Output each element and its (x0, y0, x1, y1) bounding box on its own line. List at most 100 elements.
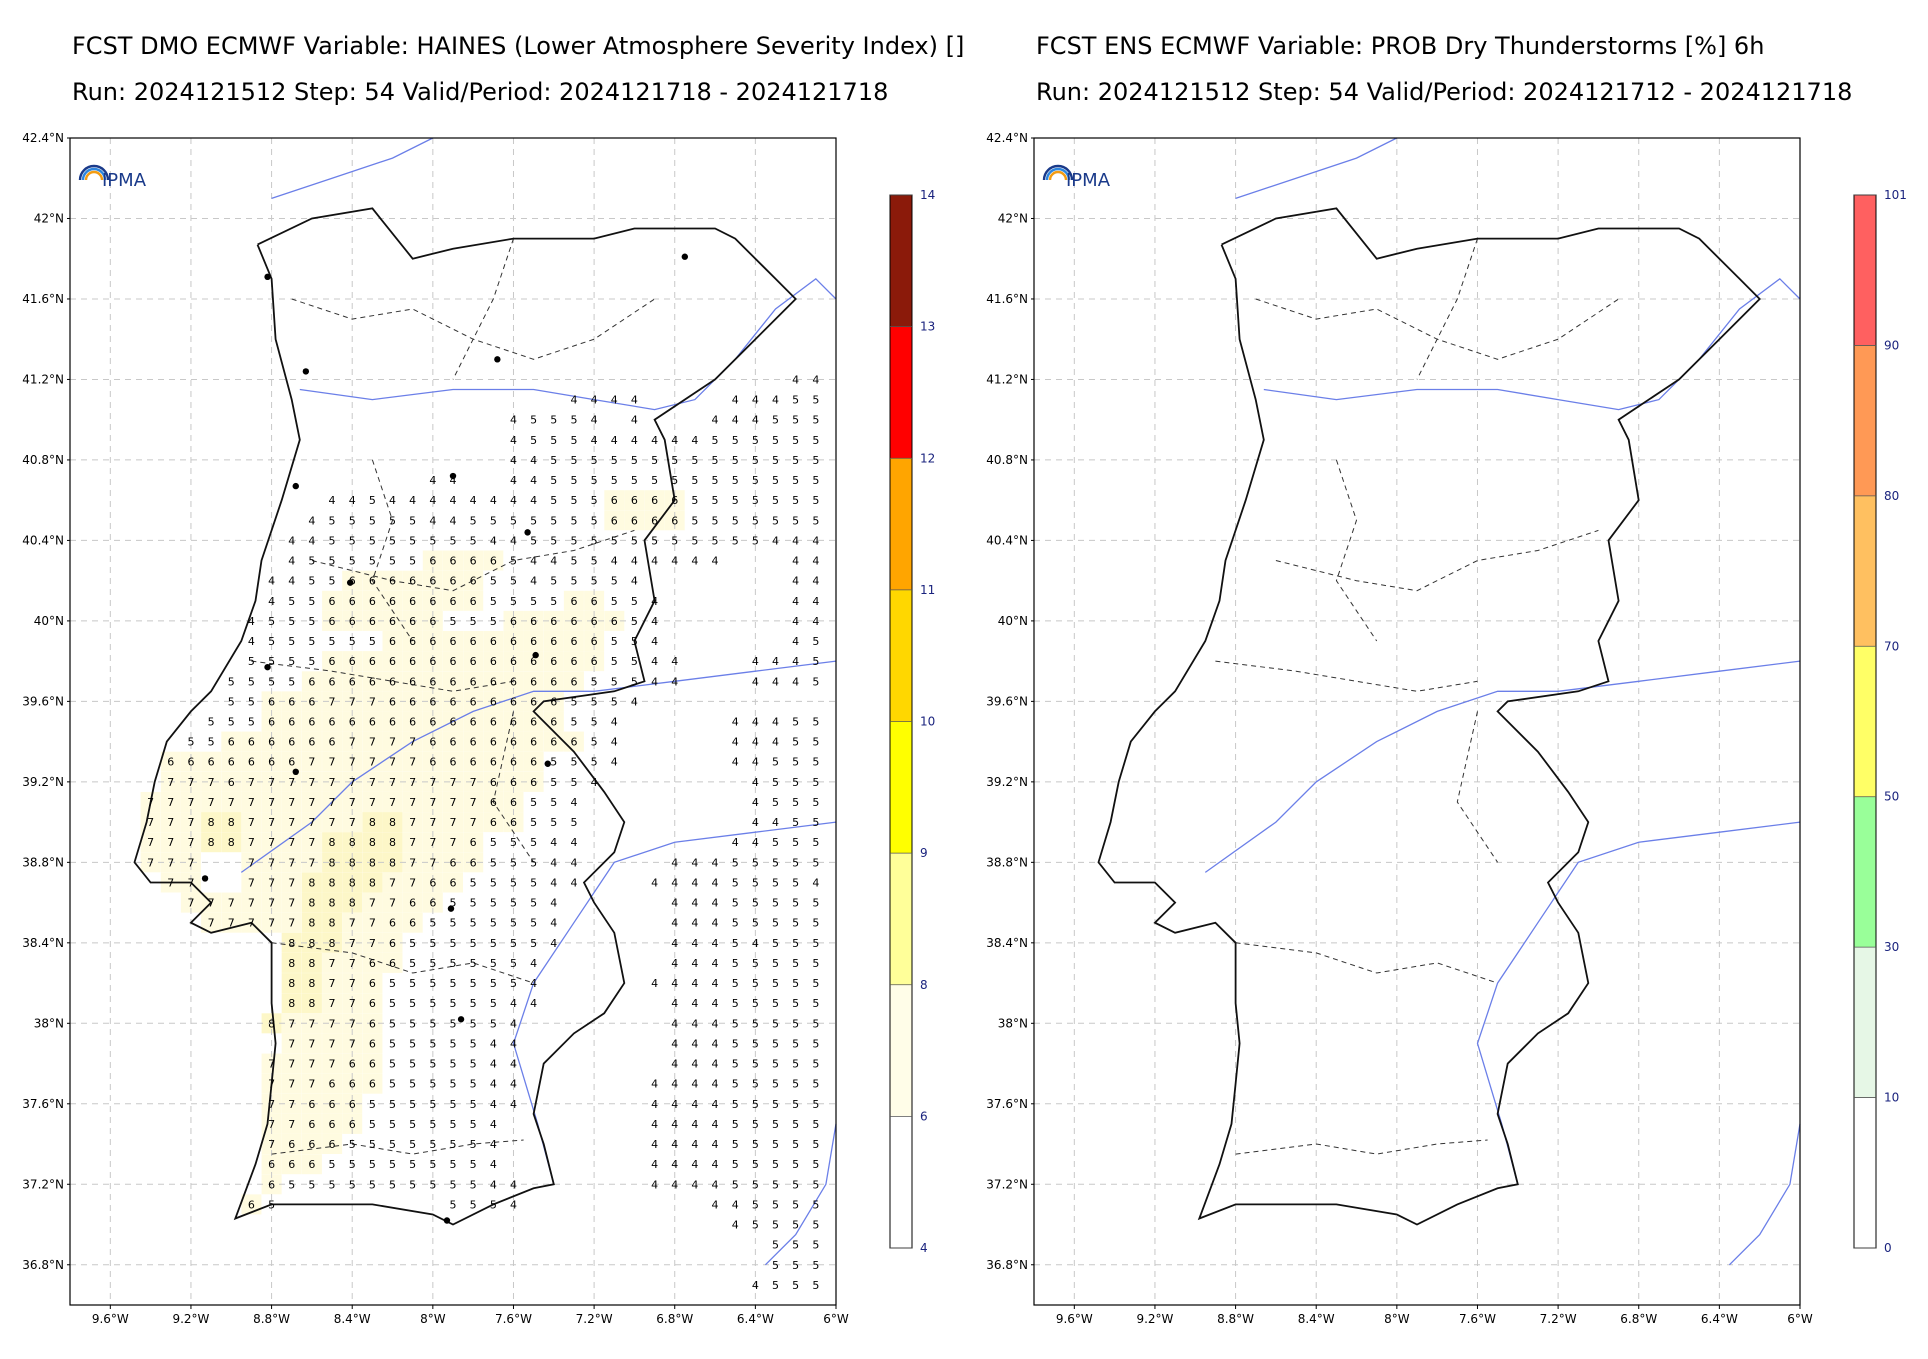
haines-value: 5 (732, 1037, 739, 1050)
haines-value: 5 (389, 977, 396, 990)
haines-value: 6 (591, 615, 598, 628)
haines-value: 5 (812, 977, 819, 990)
haines-value: 5 (470, 1037, 477, 1050)
haines-value: 6 (349, 655, 356, 668)
haines-value: 4 (691, 917, 698, 930)
haines-value: 6 (288, 1158, 295, 1171)
haines-value: 5 (812, 816, 819, 829)
haines-cell-shade (322, 872, 343, 893)
haines-value: 4 (429, 514, 436, 527)
haines-cell-shade (160, 812, 181, 833)
haines-value: 5 (470, 917, 477, 930)
haines-value: 7 (470, 816, 477, 829)
haines-value: 5 (732, 534, 739, 547)
haines-value: 5 (631, 675, 638, 688)
haines-value: 5 (812, 1198, 819, 1211)
haines-value: 7 (147, 856, 154, 869)
haines-cell-shade (523, 631, 544, 651)
haines-value: 5 (389, 1178, 396, 1191)
haines-value: 5 (288, 1178, 295, 1191)
haines-value: 5 (389, 1098, 396, 1111)
haines-value: 7 (470, 796, 477, 809)
haines-value: 6 (308, 1158, 315, 1171)
haines-value: 4 (591, 776, 598, 789)
haines-value: 4 (248, 635, 255, 648)
haines-value: 5 (510, 836, 517, 849)
haines-value: 8 (228, 816, 235, 829)
haines-value: 5 (470, 1138, 477, 1151)
haines-value: 5 (752, 957, 759, 970)
lat-tick-label: 37.6°N (986, 1097, 1028, 1111)
haines-value: 7 (429, 776, 436, 789)
haines-value: 6 (308, 736, 315, 749)
haines-cell-shade (563, 671, 584, 692)
haines-value: 5 (732, 1017, 739, 1030)
haines-value: 4 (792, 635, 799, 648)
haines-value: 5 (772, 414, 779, 427)
haines-value: 8 (349, 856, 356, 869)
haines-cell-shade (362, 751, 383, 772)
town-dot (494, 356, 501, 363)
haines-value: 4 (671, 856, 678, 869)
haines-value: 5 (570, 776, 577, 789)
haines-value: 4 (510, 534, 517, 547)
haines-cell-shade (443, 691, 463, 712)
haines-cell-shade (483, 711, 504, 732)
haines-cell-shade (301, 1013, 322, 1034)
haines-value: 6 (450, 756, 457, 769)
town-dot (532, 651, 539, 659)
haines-value: 4 (490, 534, 497, 547)
haines-value: 7 (308, 1078, 315, 1091)
haines-value: 5 (429, 997, 436, 1010)
haines-value: 6 (369, 1017, 376, 1030)
haines-value: 6 (429, 716, 436, 729)
haines-value: 4 (510, 494, 517, 507)
haines-value: 5 (389, 1017, 396, 1030)
haines-value: 5 (752, 1058, 759, 1071)
haines-cell-shade (281, 912, 302, 933)
haines-value: 5 (792, 1279, 799, 1292)
haines-value: 5 (570, 716, 577, 729)
haines-value: 5 (429, 917, 436, 930)
haines-cell-shade (322, 731, 343, 752)
haines-value: 5 (570, 756, 577, 769)
haines-value: 5 (812, 494, 819, 507)
haines-cell-shade (543, 610, 564, 631)
haines-value: 5 (732, 876, 739, 889)
haines-cell-shade (261, 731, 282, 752)
haines-value: 5 (792, 937, 799, 950)
haines-cell-shade (463, 631, 484, 651)
haines-value: 4 (752, 716, 759, 729)
haines-cell-shade (241, 792, 262, 812)
haines-value: 5 (792, 1178, 799, 1191)
haines-value: 4 (671, 997, 678, 1010)
haines-value: 5 (349, 534, 356, 547)
haines-value: 6 (369, 957, 376, 970)
haines-value: 8 (349, 836, 356, 849)
haines-value: 4 (812, 555, 819, 568)
haines-value: 4 (671, 1017, 678, 1030)
haines-value: 5 (772, 1098, 779, 1111)
haines-value: 5 (429, 1017, 436, 1030)
haines-value: 7 (248, 816, 255, 829)
haines-cell-shade (322, 711, 343, 732)
haines-value: 5 (752, 977, 759, 990)
haines-value: 6 (248, 756, 255, 769)
haines-value: 6 (248, 1198, 255, 1211)
haines-value: 5 (530, 816, 537, 829)
haines-value: 6 (570, 675, 577, 688)
haines-value: 5 (550, 575, 557, 588)
haines-value: 5 (591, 756, 598, 769)
haines-cell-shade (402, 792, 423, 812)
haines-value: 6 (369, 716, 376, 729)
logo-arc (1045, 167, 1071, 181)
haines-cell-shade (281, 993, 302, 1014)
haines-value: 5 (772, 474, 779, 487)
river-line (512, 821, 837, 1185)
haines-value: 5 (792, 474, 799, 487)
haines-value: 7 (187, 816, 194, 829)
colorbar-segment (1854, 796, 1876, 948)
haines-cell-shade (322, 671, 343, 692)
haines-value: 6 (369, 575, 376, 588)
haines-value: 6 (570, 655, 577, 668)
